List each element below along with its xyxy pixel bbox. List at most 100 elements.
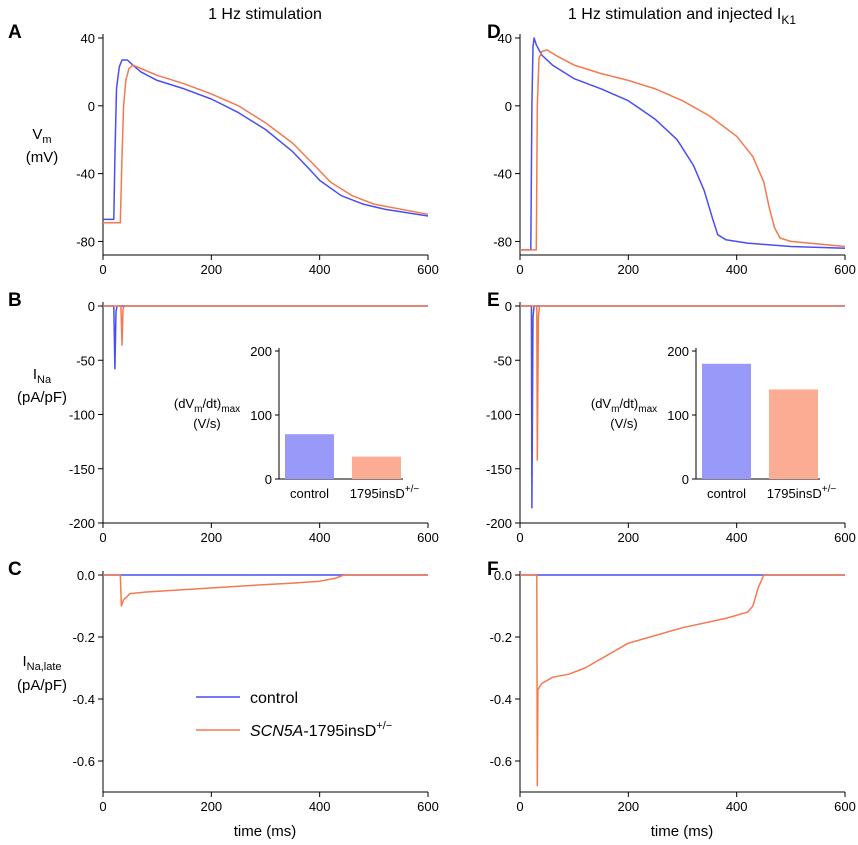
- y-tick-label: -100: [69, 408, 95, 423]
- svg-text:(pA/pF): (pA/pF): [17, 677, 67, 694]
- x-tick-label: 0: [516, 262, 523, 277]
- y-tick-label: -0.6: [73, 754, 95, 769]
- x-tick-label: 400: [726, 530, 748, 545]
- svg-text:INa,late: INa,late: [22, 653, 61, 673]
- y-tick-label: -50: [493, 353, 512, 368]
- panel-c: C 0 200 400 600 0.0 -0.2 -0.4 -0.6: [8, 559, 439, 814]
- panel-b: B 0 200 400 600 0 -50 -100 -150 -200 0 100 200 contro…: [8, 290, 439, 545]
- title-right-main: 1 Hz stimulation and injected I: [568, 6, 781, 23]
- inset-bar-control: [285, 434, 334, 479]
- y-tick-label: 40: [81, 31, 95, 46]
- y-tick-label: -40: [76, 167, 95, 182]
- inset-bar-chart: 0 100 200 control 1795insD+/− (dVm/dt)max(V/s…: [174, 344, 419, 501]
- inset-bar-control: [702, 363, 751, 479]
- y-tick-label: 40: [498, 31, 512, 46]
- title-left: 1 Hz stimulation: [208, 6, 322, 23]
- y-tick-label: -200: [486, 516, 512, 531]
- y-tick-label: 0.0: [494, 568, 512, 583]
- series-line-mutant: [103, 64, 429, 224]
- x-tick-label: 200: [200, 262, 222, 277]
- x-tick-label: 400: [309, 530, 331, 545]
- panel-label-f: F: [487, 559, 499, 580]
- xlabel-left: time (ms): [234, 823, 297, 840]
- inset-bar-mutant: [352, 456, 401, 479]
- svg-text:INa: INa: [33, 366, 52, 386]
- legend-mutant-label: SCN5A-1795insD+/−: [250, 720, 392, 740]
- panel-label-d: D: [487, 22, 501, 43]
- x-tick-label: 200: [200, 799, 222, 814]
- x-tick-label: 0: [99, 262, 106, 277]
- y-tick-label: -150: [486, 462, 512, 477]
- x-tick-label: 600: [417, 262, 439, 277]
- inset-ylabel-unit: (V/s): [610, 416, 637, 431]
- inset-ylabel: (dVm/dt)max: [591, 396, 657, 415]
- series-line-mutant: [520, 49, 846, 251]
- x-tick-label: 600: [834, 262, 856, 277]
- xlabel-right: time (ms): [651, 823, 714, 840]
- svg-text:(mV): (mV): [26, 149, 59, 166]
- series-line-control: [103, 305, 428, 370]
- inset-ylabel-unit: (V/s): [193, 416, 220, 431]
- inset-category-control: control: [707, 486, 746, 501]
- x-tick-label: 200: [617, 530, 639, 545]
- y-tick-label: -40: [493, 167, 512, 182]
- y-tick-label: 0: [505, 99, 512, 114]
- series-line-control: [103, 59, 429, 221]
- svg-text:Vm: Vm: [32, 126, 51, 146]
- svg-text:(pA/pF): (pA/pF): [17, 389, 67, 406]
- x-tick-label: 400: [726, 799, 748, 814]
- inset-y-tick-label: 200: [667, 344, 689, 359]
- y-tick-label: -0.2: [73, 630, 95, 645]
- y-tick-label: -0.2: [490, 630, 512, 645]
- ylabel-inalate: INa,late (pA/pF): [17, 653, 67, 694]
- x-tick-label: 200: [617, 262, 639, 277]
- ylabel-ina: INa (pA/pF): [17, 366, 67, 406]
- ylabel-vm: Vm (mV): [26, 126, 59, 166]
- inset-y-tick-label: 0: [682, 472, 689, 487]
- inset-category-control: control: [290, 486, 329, 501]
- y-tick-label: -100: [486, 408, 512, 423]
- inset-category-mutant: 1795insD+/−: [350, 484, 420, 501]
- y-tick-label: 0: [88, 99, 95, 114]
- series-line-mutant: [103, 574, 428, 607]
- y-tick-label: -0.4: [73, 692, 95, 707]
- inset-bar-chart: 0 100 200 control 1795insD+/− (dVm/dt)max(V/s…: [591, 344, 836, 501]
- x-tick-label: 600: [417, 530, 439, 545]
- x-tick-label: 0: [516, 530, 523, 545]
- legend-control-label: control: [250, 690, 298, 707]
- x-tick-label: 0: [99, 530, 106, 545]
- inset-category-mutant: 1795insD+/−: [767, 484, 837, 501]
- series-line-mutant: [520, 574, 845, 787]
- x-tick-label: 0: [516, 799, 523, 814]
- x-tick-label: 600: [834, 799, 856, 814]
- x-tick-label: 600: [417, 799, 439, 814]
- x-tick-label: 200: [200, 530, 222, 545]
- x-tick-label: 0: [99, 799, 106, 814]
- panel-f: F 0 200 400 600 0.0 -0.2 -0.4 -0.6: [487, 559, 856, 814]
- series-line-mutant: [520, 305, 845, 461]
- x-tick-label: 400: [726, 262, 748, 277]
- y-tick-label: 0: [505, 299, 512, 314]
- panel-label-b: B: [8, 290, 22, 311]
- title-right-sub: K1: [781, 13, 796, 27]
- x-tick-label: 400: [309, 799, 331, 814]
- title-right: 1 Hz stimulation and injected IK1: [568, 6, 796, 27]
- x-tick-label: 600: [834, 530, 856, 545]
- inset-y-tick-label: 100: [667, 408, 689, 423]
- inset-y-tick-label: 0: [265, 472, 272, 487]
- y-tick-label: -150: [69, 462, 95, 477]
- y-tick-label: -0.4: [490, 692, 512, 707]
- y-tick-label: -80: [493, 234, 512, 249]
- inset-y-tick-label: 200: [250, 344, 272, 359]
- inset-bar-mutant: [769, 389, 818, 479]
- inset-ylabel: (dVm/dt)max: [174, 396, 240, 415]
- y-tick-label: -200: [69, 516, 95, 531]
- y-tick-label: 0: [88, 299, 95, 314]
- series-line-mutant: [103, 305, 428, 346]
- panel-label-c: C: [8, 559, 22, 580]
- y-tick-label: -0.6: [490, 754, 512, 769]
- legend: control SCN5A-1795insD+/−: [196, 690, 392, 740]
